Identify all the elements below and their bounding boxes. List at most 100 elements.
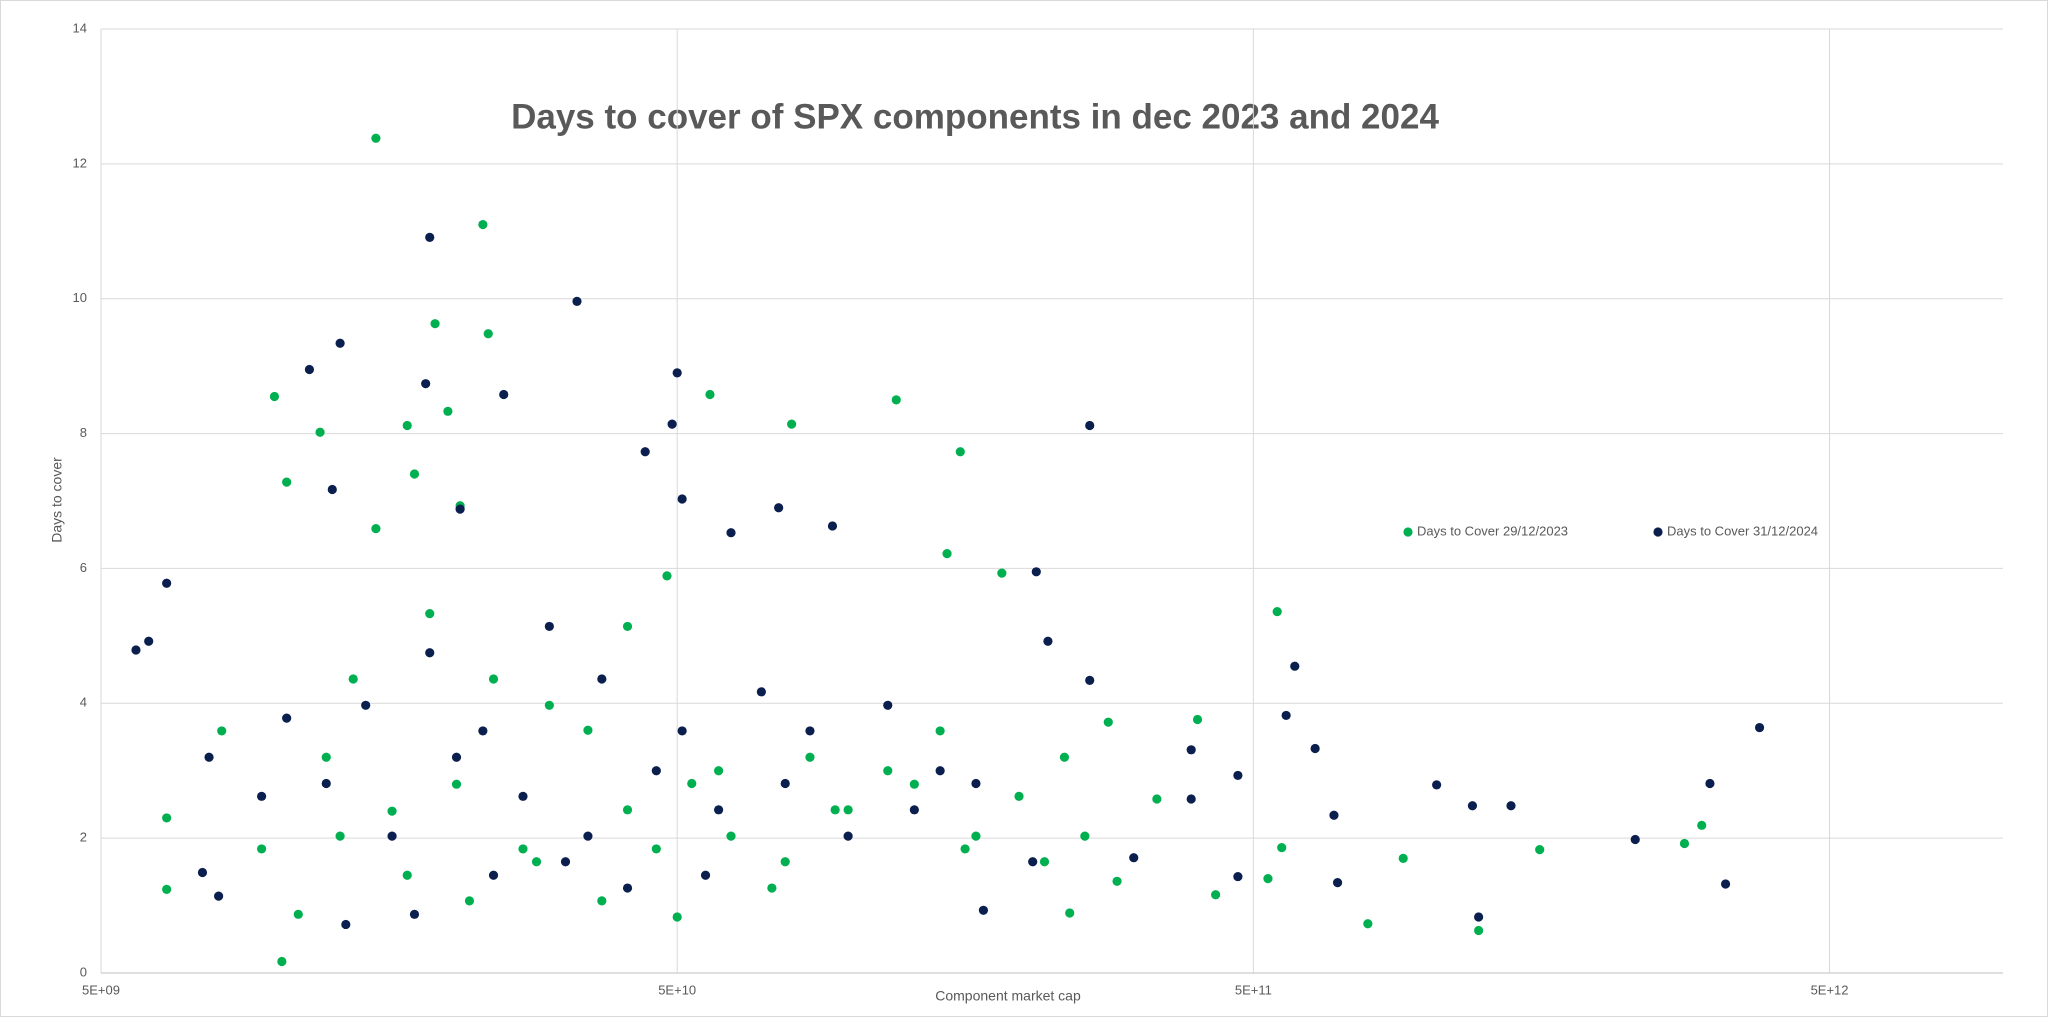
point xyxy=(1329,810,1339,820)
point xyxy=(518,791,528,801)
point xyxy=(572,296,582,307)
point xyxy=(488,870,499,880)
point xyxy=(726,831,736,841)
point xyxy=(425,648,435,658)
point xyxy=(1277,842,1287,853)
point xyxy=(805,726,815,736)
point xyxy=(1065,908,1075,918)
point xyxy=(282,713,292,723)
point xyxy=(1630,834,1640,845)
point xyxy=(780,778,790,789)
point xyxy=(1233,871,1243,882)
point xyxy=(1152,794,1162,804)
point xyxy=(335,338,345,348)
y-tick-label: 10 xyxy=(73,290,87,305)
point xyxy=(672,368,682,378)
point xyxy=(622,621,633,632)
point xyxy=(131,645,141,655)
point xyxy=(640,447,650,457)
point xyxy=(700,870,711,880)
point xyxy=(478,219,488,230)
point xyxy=(651,844,661,854)
point xyxy=(1474,912,1484,922)
point xyxy=(451,752,462,762)
point xyxy=(387,806,397,816)
point xyxy=(583,725,593,735)
point xyxy=(651,766,661,776)
point xyxy=(293,909,303,919)
point xyxy=(371,133,381,143)
point xyxy=(714,766,724,776)
point xyxy=(756,687,766,697)
point xyxy=(1263,874,1273,884)
y-tick-label: 8 xyxy=(80,425,87,440)
point xyxy=(1506,801,1516,811)
point xyxy=(560,857,571,867)
point xyxy=(726,528,736,538)
point xyxy=(1272,606,1282,617)
point xyxy=(409,469,420,479)
point xyxy=(1363,919,1373,929)
point xyxy=(971,778,981,789)
point xyxy=(787,419,797,429)
legend-marker xyxy=(1653,527,1663,537)
point xyxy=(451,779,462,789)
point xyxy=(1103,717,1113,727)
point xyxy=(341,919,351,930)
x-tick-label: 5E+09 xyxy=(82,982,120,997)
point xyxy=(935,766,945,776)
point xyxy=(883,700,893,710)
point xyxy=(217,726,227,736)
point xyxy=(1085,420,1095,431)
point xyxy=(430,319,440,329)
point xyxy=(909,805,919,815)
point xyxy=(1112,876,1122,886)
x-tick-label: 5E+11 xyxy=(1235,982,1272,997)
point xyxy=(499,389,509,400)
point xyxy=(204,752,214,762)
point xyxy=(402,870,412,880)
point xyxy=(1535,845,1545,855)
point xyxy=(371,524,381,534)
point xyxy=(402,420,412,431)
x-axis-title: Component market cap xyxy=(935,988,1081,1004)
y-tick-label: 4 xyxy=(80,695,87,710)
point xyxy=(162,578,172,588)
point xyxy=(1467,801,1478,811)
point xyxy=(705,389,715,400)
point xyxy=(1129,853,1139,863)
point xyxy=(843,805,853,815)
point xyxy=(622,805,633,815)
point xyxy=(518,844,528,854)
point xyxy=(677,494,687,504)
point xyxy=(544,700,554,710)
point xyxy=(1705,778,1715,789)
point xyxy=(891,395,901,405)
y-axis-title: Days to cover xyxy=(49,457,65,543)
legend-marker xyxy=(1403,527,1413,537)
point xyxy=(942,548,952,559)
point xyxy=(162,813,172,823)
point xyxy=(1014,791,1024,801)
point xyxy=(677,726,687,736)
point xyxy=(464,896,475,906)
point xyxy=(409,909,420,919)
point xyxy=(335,831,345,841)
legend-label: Days to Cover 29/12/2023 xyxy=(1417,523,1568,538)
point xyxy=(597,896,607,906)
y-tick-label: 12 xyxy=(73,155,87,170)
point xyxy=(1080,831,1090,841)
point xyxy=(1059,752,1070,762)
point xyxy=(909,779,919,789)
point xyxy=(1398,853,1408,863)
point xyxy=(583,831,593,841)
point xyxy=(387,831,397,841)
point xyxy=(1031,567,1041,577)
point xyxy=(1754,722,1765,733)
point xyxy=(544,621,554,632)
point xyxy=(1310,743,1320,754)
point xyxy=(1233,770,1243,781)
y-tick-label: 0 xyxy=(80,964,87,979)
point xyxy=(780,857,790,867)
